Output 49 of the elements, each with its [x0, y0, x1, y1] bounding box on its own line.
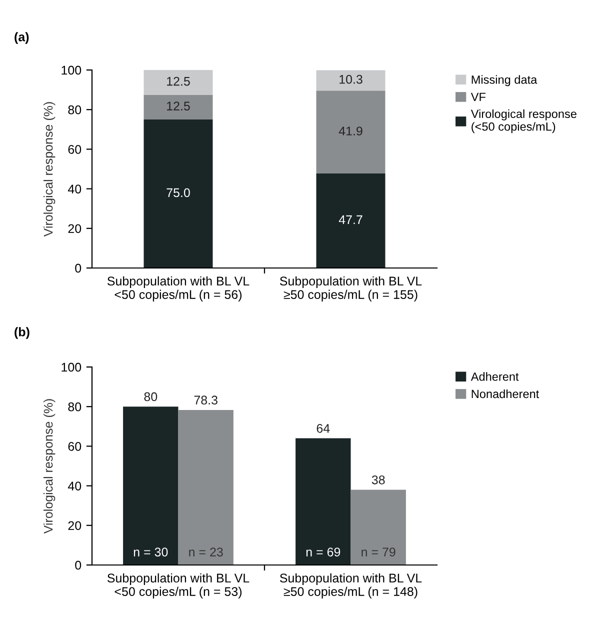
- x-tick-label: Subpopulation with BL VL <50 copies/mL (n = 56): [107, 276, 250, 302]
- data-label: 75.0: [166, 188, 190, 198]
- bar: [144, 120, 213, 268]
- y-axis-title: Virological response (%): [44, 399, 56, 534]
- chart-title: (b): [14, 327, 30, 339]
- y-tick-label: 100: [62, 66, 82, 75]
- data-label: 47.7: [338, 215, 362, 224]
- data-label: 10.3: [340, 74, 362, 84]
- annotation: n = 23: [189, 548, 223, 556]
- y-tick-label: 60: [68, 145, 82, 154]
- data-label: 80: [144, 392, 158, 402]
- bar: [350, 490, 406, 565]
- x-tick-label: Subpopulation with BL VL ≥50 copies/mL (n = 148): [280, 573, 422, 598]
- data-label: 12.5: [167, 76, 190, 86]
- y-tick-label: 80: [68, 402, 82, 412]
- y-tick-label: 20: [68, 224, 82, 234]
- y-tick-label: 60: [68, 442, 82, 451]
- bar: [144, 70, 213, 95]
- annotation: n = 79: [362, 548, 396, 556]
- legend-label: Adherent: [470, 372, 519, 381]
- legend-label: Nonadherent: [472, 389, 540, 398]
- data-label: 78.3: [194, 396, 218, 405]
- annotation: n = 69: [306, 548, 340, 556]
- annotation: n = 30: [134, 548, 168, 556]
- y-tick-label: 20: [68, 521, 82, 530]
- bar: [144, 94, 213, 120]
- y-tick-label: 0: [75, 264, 82, 273]
- legend-label: Virological response (<50 copies/mL): [470, 109, 576, 134]
- x-tick-label: Subpopulation with BL VL ≥50 copies/mL (n = 155): [280, 276, 422, 302]
- y-tick-label: 40: [68, 184, 82, 194]
- bar: [123, 406, 178, 565]
- legend-label: Missing data: [472, 75, 538, 86]
- bar: [178, 410, 234, 565]
- y-axis-title: Virological response (%): [44, 102, 56, 237]
- y-tick-label: 40: [68, 482, 82, 490]
- bar: [316, 70, 386, 91]
- data-label: 64: [316, 424, 330, 433]
- y-tick-label: 100: [62, 362, 82, 372]
- legend-label: VF: [470, 92, 486, 102]
- chart-title: (a): [14, 32, 29, 44]
- bar: [316, 90, 386, 174]
- bar: [296, 438, 351, 565]
- bar: [316, 174, 386, 268]
- data-label: 41.9: [338, 126, 362, 136]
- data-label: 12.5: [167, 102, 190, 110]
- x-tick-label: Subpopulation with BL VL <50 copies/mL (n = 53): [107, 573, 250, 598]
- y-tick-label: 80: [68, 105, 82, 114]
- data-label: 38: [372, 475, 385, 484]
- y-tick-label: 0: [75, 560, 82, 570]
